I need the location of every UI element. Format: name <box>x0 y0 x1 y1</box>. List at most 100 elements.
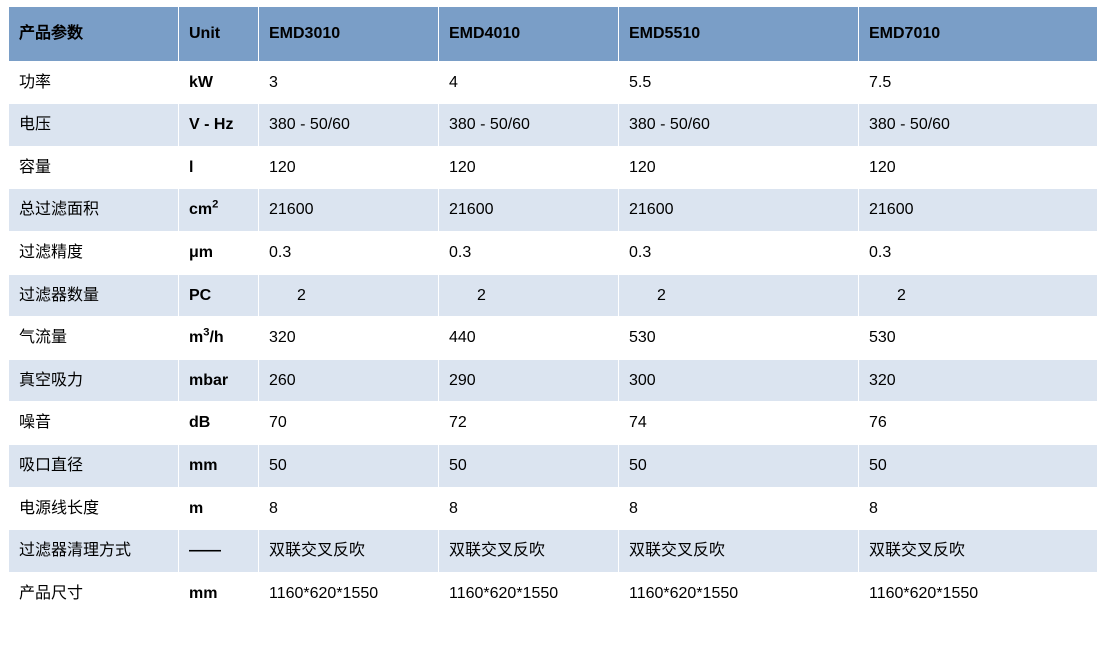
value-cell-model-1: 3 <box>259 61 439 104</box>
spec-table: 产品参数 Unit EMD3010 EMD4010 EMD5510 EMD701… <box>8 6 1098 615</box>
value-cell-model-4: 320 <box>859 359 1098 402</box>
unit-cell: mm <box>179 444 259 487</box>
value-cell-model-3: 2 <box>619 274 859 317</box>
value-cell-model-2: 双联交叉反吹 <box>439 530 619 573</box>
table-row: 过滤器清理方式——双联交叉反吹双联交叉反吹双联交叉反吹双联交叉反吹 <box>9 530 1098 573</box>
header-row: 产品参数 Unit EMD3010 EMD4010 EMD5510 EMD701… <box>9 7 1098 62</box>
table-row: 真空吸力mbar260290300320 <box>9 359 1098 402</box>
value-cell-model-4: 21600 <box>859 189 1098 232</box>
spec-table-body: 功率kW345.57.5电压V - Hz380 - 50/60380 - 50/… <box>9 61 1098 615</box>
value-cell-model-1: 380 - 50/60 <box>259 104 439 147</box>
value-cell-model-1: 双联交叉反吹 <box>259 530 439 573</box>
param-name-cell: 产品尺寸 <box>9 572 179 615</box>
value-cell-model-4: 2 <box>859 274 1098 317</box>
param-name-cell: 电压 <box>9 104 179 147</box>
table-row: 噪音dB70727476 <box>9 402 1098 445</box>
table-row: 功率kW345.57.5 <box>9 61 1098 104</box>
param-name-cell: 过滤器数量 <box>9 274 179 317</box>
param-name-cell: 气流量 <box>9 317 179 360</box>
value-cell-model-2: 0.3 <box>439 231 619 274</box>
table-row: 电源线长度m8888 <box>9 487 1098 530</box>
col-header-model-1: EMD3010 <box>259 7 439 62</box>
value-cell-model-3: 0.3 <box>619 231 859 274</box>
param-name-cell: 吸口直径 <box>9 444 179 487</box>
value-cell-model-3: 120 <box>619 146 859 189</box>
value-cell-model-2: 2 <box>439 274 619 317</box>
unit-cell: V - Hz <box>179 104 259 147</box>
value-cell-model-4: 8 <box>859 487 1098 530</box>
param-name-cell: 功率 <box>9 61 179 104</box>
table-row: 吸口直径mm50505050 <box>9 444 1098 487</box>
value-cell-model-4: 双联交叉反吹 <box>859 530 1098 573</box>
value-cell-model-3: 8 <box>619 487 859 530</box>
value-cell-model-4: 76 <box>859 402 1098 445</box>
col-header-model-2: EMD4010 <box>439 7 619 62</box>
value-cell-model-1: 1160*620*1550 <box>259 572 439 615</box>
value-cell-model-3: 530 <box>619 317 859 360</box>
value-cell-model-3: 50 <box>619 444 859 487</box>
table-row: 总过滤面积cm221600216002160021600 <box>9 189 1098 232</box>
value-cell-model-4: 7.5 <box>859 61 1098 104</box>
value-cell-model-1: 50 <box>259 444 439 487</box>
param-name-cell: 容量 <box>9 146 179 189</box>
table-row: 气流量m3/h320440530530 <box>9 317 1098 360</box>
value-cell-model-4: 50 <box>859 444 1098 487</box>
unit-cell: l <box>179 146 259 189</box>
unit-cell: mm <box>179 572 259 615</box>
value-cell-model-2: 440 <box>439 317 619 360</box>
col-header-unit: Unit <box>179 7 259 62</box>
value-cell-model-2: 21600 <box>439 189 619 232</box>
param-name-cell: 电源线长度 <box>9 487 179 530</box>
value-cell-model-4: 380 - 50/60 <box>859 104 1098 147</box>
value-cell-model-3: 21600 <box>619 189 859 232</box>
col-header-model-4: EMD7010 <box>859 7 1098 62</box>
table-row: 容量l120120120120 <box>9 146 1098 189</box>
unit-cell: PC <box>179 274 259 317</box>
value-cell-model-2: 72 <box>439 402 619 445</box>
value-cell-model-2: 8 <box>439 487 619 530</box>
value-cell-model-4: 1160*620*1550 <box>859 572 1098 615</box>
table-row: 过滤精度μm0.30.30.30.3 <box>9 231 1098 274</box>
value-cell-model-4: 530 <box>859 317 1098 360</box>
col-header-param: 产品参数 <box>9 7 179 62</box>
param-name-cell: 噪音 <box>9 402 179 445</box>
unit-cell: m <box>179 487 259 530</box>
value-cell-model-2: 120 <box>439 146 619 189</box>
value-cell-model-3: 74 <box>619 402 859 445</box>
value-cell-model-4: 120 <box>859 146 1098 189</box>
table-row: 电压V - Hz380 - 50/60380 - 50/60380 - 50/6… <box>9 104 1098 147</box>
value-cell-model-3: 380 - 50/60 <box>619 104 859 147</box>
page-root: 产品参数 Unit EMD3010 EMD4010 EMD5510 EMD701… <box>0 0 1105 621</box>
unit-cell: m3/h <box>179 317 259 360</box>
value-cell-model-2: 50 <box>439 444 619 487</box>
value-cell-model-2: 1160*620*1550 <box>439 572 619 615</box>
value-cell-model-1: 320 <box>259 317 439 360</box>
value-cell-model-4: 0.3 <box>859 231 1098 274</box>
table-row: 过滤器数量PC2222 <box>9 274 1098 317</box>
param-name-cell: 总过滤面积 <box>9 189 179 232</box>
unit-cell: cm2 <box>179 189 259 232</box>
unit-cell: dB <box>179 402 259 445</box>
value-cell-model-3: 1160*620*1550 <box>619 572 859 615</box>
col-header-model-3: EMD5510 <box>619 7 859 62</box>
value-cell-model-1: 0.3 <box>259 231 439 274</box>
value-cell-model-3: 5.5 <box>619 61 859 104</box>
value-cell-model-1: 21600 <box>259 189 439 232</box>
param-name-cell: 过滤精度 <box>9 231 179 274</box>
param-name-cell: 真空吸力 <box>9 359 179 402</box>
param-name-cell: 过滤器清理方式 <box>9 530 179 573</box>
value-cell-model-2: 290 <box>439 359 619 402</box>
value-cell-model-2: 380 - 50/60 <box>439 104 619 147</box>
value-cell-model-3: 300 <box>619 359 859 402</box>
value-cell-model-1: 70 <box>259 402 439 445</box>
value-cell-model-1: 8 <box>259 487 439 530</box>
value-cell-model-1: 120 <box>259 146 439 189</box>
unit-cell: kW <box>179 61 259 104</box>
unit-cell: —— <box>179 530 259 573</box>
value-cell-model-1: 2 <box>259 274 439 317</box>
value-cell-model-3: 双联交叉反吹 <box>619 530 859 573</box>
value-cell-model-2: 4 <box>439 61 619 104</box>
table-row: 产品尺寸mm1160*620*15501160*620*15501160*620… <box>9 572 1098 615</box>
value-cell-model-1: 260 <box>259 359 439 402</box>
unit-cell: mbar <box>179 359 259 402</box>
